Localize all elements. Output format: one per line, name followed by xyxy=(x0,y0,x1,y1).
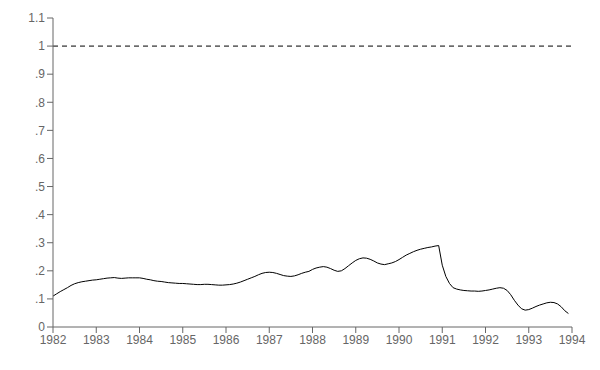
svg-text:.9: .9 xyxy=(35,67,45,81)
svg-text:.2: .2 xyxy=(35,264,45,278)
svg-text:1989: 1989 xyxy=(342,333,369,347)
svg-text:1.1: 1.1 xyxy=(28,11,45,25)
svg-text:.7: .7 xyxy=(35,124,45,138)
svg-text:.6: .6 xyxy=(35,152,45,166)
svg-text:1: 1 xyxy=(38,39,45,53)
svg-text:1988: 1988 xyxy=(299,333,326,347)
svg-text:1982: 1982 xyxy=(40,333,67,347)
svg-text:.5: .5 xyxy=(35,180,45,194)
svg-text:.3: .3 xyxy=(35,236,45,250)
svg-text:1990: 1990 xyxy=(386,333,413,347)
svg-text:1994: 1994 xyxy=(559,333,586,347)
svg-text:1986: 1986 xyxy=(213,333,240,347)
svg-text:1992: 1992 xyxy=(472,333,499,347)
svg-text:1993: 1993 xyxy=(515,333,542,347)
svg-text:1987: 1987 xyxy=(256,333,283,347)
svg-text:.8: .8 xyxy=(35,96,45,110)
svg-text:.1: .1 xyxy=(35,292,45,306)
svg-text:1983: 1983 xyxy=(83,333,110,347)
svg-text:1991: 1991 xyxy=(429,333,456,347)
svg-text:0: 0 xyxy=(38,320,45,334)
svg-text:1985: 1985 xyxy=(169,333,196,347)
svg-text:1984: 1984 xyxy=(126,333,153,347)
svg-text:.4: .4 xyxy=(35,208,45,222)
